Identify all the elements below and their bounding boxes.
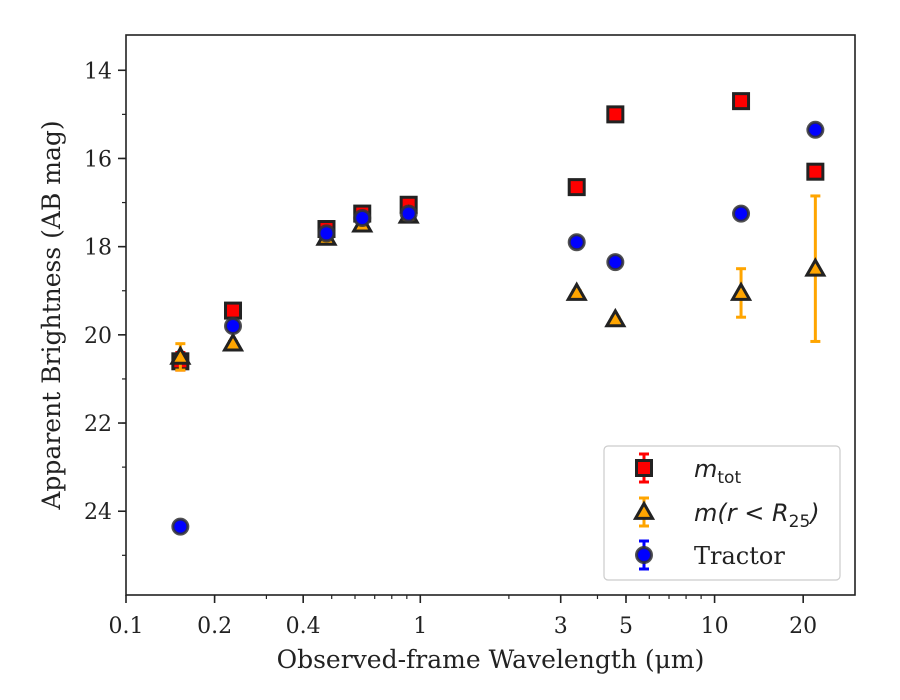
legend-marker-m-r25 — [632, 500, 656, 520]
legend: mtot m(r < R25) Tractor — [603, 445, 841, 581]
data-point-tractor — [732, 204, 751, 223]
x-axis-title: Observed-frame Wavelength (μm) — [277, 645, 705, 674]
data-point-m-tot — [224, 301, 243, 320]
plot-frame — [125, 34, 856, 596]
x-tick-label: 3 — [554, 614, 568, 639]
x-tick-label: 5 — [619, 614, 633, 639]
y-tick-label: 16 — [84, 147, 112, 172]
data-point-m-tot — [732, 92, 751, 111]
data-point-tractor — [171, 517, 190, 536]
data-point-tractor — [806, 120, 825, 139]
legend-label-rest: ) — [808, 499, 819, 527]
legend-label-base: Tractor — [694, 542, 785, 570]
data-point-m-tot — [806, 162, 825, 181]
data-point-m-r25 — [221, 332, 245, 352]
data-point-tractor — [606, 253, 625, 272]
legend-label-m-r25: m(r < R25) — [694, 499, 820, 532]
legend-label-subscript: 25 — [789, 512, 811, 532]
y-tick-label: 22 — [84, 412, 112, 437]
x-tick-label: 10 — [701, 614, 729, 639]
data-point-tractor — [224, 317, 243, 336]
x-tick-label: 0.1 — [109, 614, 144, 639]
x-tick-label: 20 — [789, 614, 817, 639]
data-point-m-r25 — [169, 345, 192, 365]
data-point-m-tot — [606, 105, 625, 124]
data-point-m-r25 — [604, 307, 627, 328]
x-tick-label: 0.4 — [286, 614, 321, 639]
plot-area — [169, 92, 827, 536]
x-tick-label: 0.2 — [197, 614, 232, 639]
x-axis: 0.1 0.2 0.4 1 3 5 10 20 — [109, 595, 817, 639]
data-point-m-r25 — [804, 257, 827, 277]
y-tick-label: 18 — [84, 236, 112, 261]
data-point-tractor — [399, 204, 418, 223]
data-point-m-r25 — [565, 281, 588, 301]
legend-label-base: m — [694, 455, 717, 483]
y-axis: 14 16 18 20 22 24 — [84, 59, 126, 556]
legend-marker-m-tot — [635, 459, 653, 477]
data-point-m-r25 — [729, 281, 753, 301]
series-tractor — [171, 120, 825, 536]
y-axis-title: Apparent Brightness (AB mag) — [37, 120, 66, 510]
data-point-tractor — [567, 233, 586, 252]
legend-label-subscript: tot — [717, 468, 741, 488]
legend-marker-tractor — [635, 546, 653, 564]
legend-label-tractor: Tractor — [694, 542, 785, 570]
y-tick-label: 20 — [84, 324, 112, 349]
legend-label-m-tot: mtot — [694, 455, 741, 488]
legend-frame — [603, 445, 841, 581]
legend-label-base: m(r < R — [694, 499, 789, 527]
data-point-m-tot — [567, 178, 586, 197]
y-tick-label: 14 — [84, 59, 112, 84]
x-tick-label: 1 — [413, 614, 427, 639]
y-tick-label: 24 — [84, 500, 112, 525]
data-point-tractor — [353, 208, 372, 227]
data-point-tractor — [317, 224, 336, 243]
